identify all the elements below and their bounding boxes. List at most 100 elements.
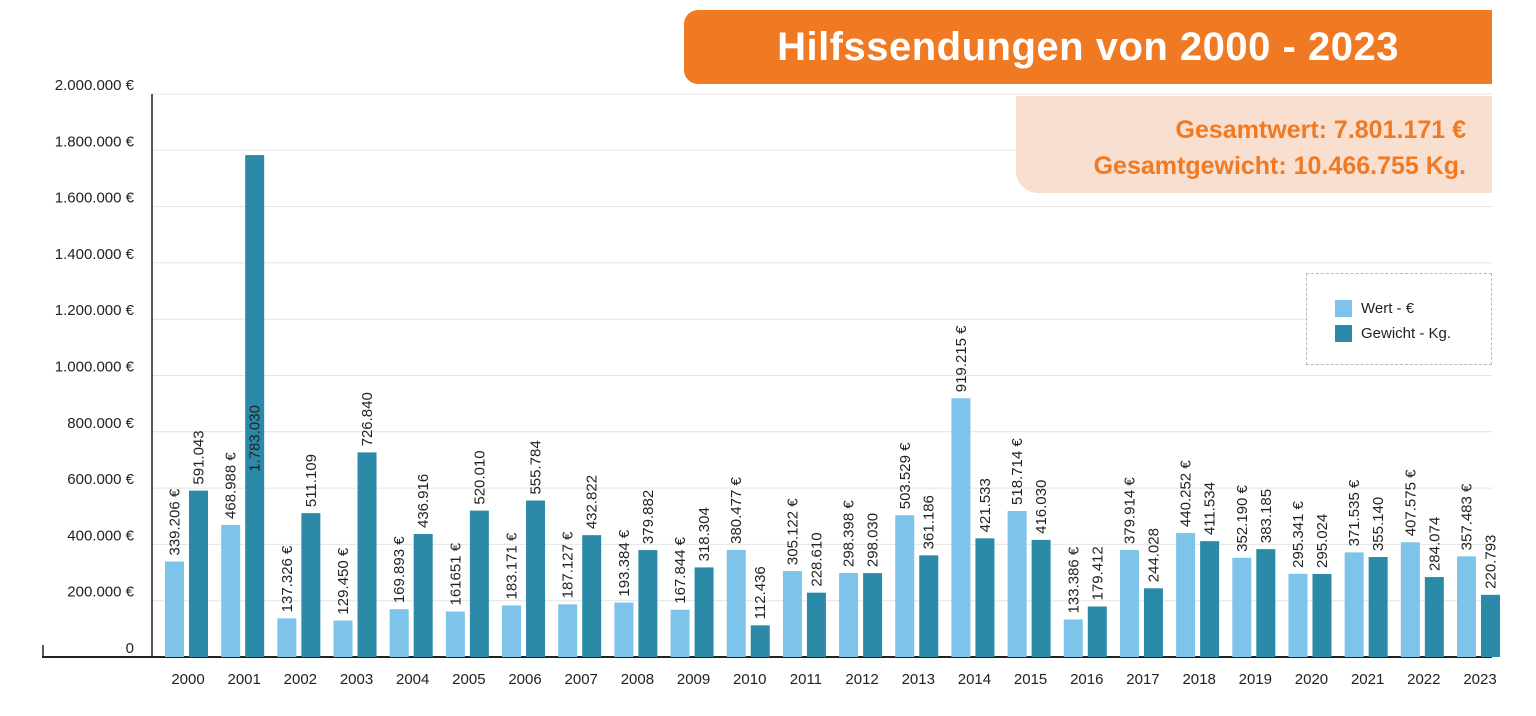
bar-wert bbox=[333, 620, 353, 657]
value-label-wert: 133.386 € bbox=[1065, 546, 1082, 613]
value-label-gewicht: 591.043 bbox=[191, 430, 208, 484]
bar-gewicht bbox=[1031, 539, 1051, 657]
legend-swatch-wert bbox=[1335, 300, 1352, 317]
bar-gewicht bbox=[975, 538, 995, 657]
value-label-gewicht: 383.185 bbox=[1258, 489, 1275, 543]
bar-gewicht bbox=[1143, 588, 1163, 657]
bar-gewicht bbox=[638, 550, 658, 657]
y-tick-label: 200.000 € bbox=[67, 584, 134, 601]
x-tick-label: 2015 bbox=[1014, 671, 1047, 688]
value-label-wert: 503.529 € bbox=[897, 442, 914, 509]
bar-wert bbox=[445, 611, 465, 657]
bar-wert bbox=[502, 605, 522, 657]
x-tick-label: 2017 bbox=[1126, 671, 1159, 688]
bar-gewicht bbox=[919, 555, 939, 657]
chart-title: Hilfssendungen von 2000 - 2023 bbox=[777, 24, 1399, 69]
x-tick-label: 2021 bbox=[1351, 671, 1384, 688]
bar-gewicht bbox=[1424, 577, 1444, 657]
legend-item-wert: Wert - € bbox=[1335, 300, 1414, 317]
value-label-wert: 193.384 € bbox=[616, 529, 633, 596]
y-tick-label: 0 bbox=[126, 640, 134, 657]
value-label-wert: 298.398 € bbox=[841, 500, 858, 567]
legend-swatch-gewicht bbox=[1335, 325, 1352, 342]
bar-gewicht bbox=[1312, 573, 1332, 657]
value-label-gewicht: 436.916 bbox=[415, 474, 432, 528]
x-tick-label: 2016 bbox=[1070, 671, 1103, 688]
value-label-gewicht: 355.140 bbox=[1370, 497, 1387, 551]
bar-wert bbox=[1119, 550, 1139, 657]
value-label-gewicht: 179.412 bbox=[1089, 546, 1106, 600]
x-tick-label: 2012 bbox=[845, 671, 878, 688]
value-label-gewicht: 318.304 bbox=[696, 507, 713, 561]
bar-gewicht bbox=[526, 500, 546, 657]
value-label-gewicht: 220.793 bbox=[1483, 535, 1500, 589]
bar-wert bbox=[221, 524, 241, 657]
bar-gewicht bbox=[1256, 549, 1276, 657]
value-label-wert: 339.206 € bbox=[167, 488, 184, 555]
bar-wert bbox=[1232, 557, 1252, 657]
x-tick-label: 2008 bbox=[621, 671, 654, 688]
bar-gewicht bbox=[1200, 541, 1220, 657]
y-tick-label: 1.000.000 € bbox=[55, 359, 135, 376]
bar-gewicht bbox=[469, 510, 489, 657]
x-tick-label: 2019 bbox=[1239, 671, 1272, 688]
bar-wert bbox=[839, 573, 859, 657]
bar-wert bbox=[277, 618, 297, 657]
totals-box: Gesamtwert: 7.801.171 € Gesamtgewicht: 1… bbox=[1016, 96, 1492, 193]
bar-wert bbox=[614, 602, 634, 657]
value-label-gewicht: 726.840 bbox=[359, 392, 376, 446]
value-label-gewicht: 421.533 bbox=[977, 478, 994, 532]
value-label-wert: 167.844 € bbox=[672, 536, 689, 603]
x-tick-label: 2022 bbox=[1407, 671, 1440, 688]
value-label-wert: 352.190 € bbox=[1234, 484, 1251, 551]
bar-gewicht bbox=[694, 567, 714, 657]
bar-gewicht bbox=[1481, 594, 1500, 657]
value-label-gewicht: 432.822 bbox=[584, 475, 601, 529]
bar-wert bbox=[1176, 533, 1196, 657]
bar-wert bbox=[895, 515, 915, 657]
bar-wert bbox=[951, 398, 971, 657]
bar-gewicht bbox=[806, 592, 826, 657]
bar-wert bbox=[1007, 510, 1027, 657]
bar-wert bbox=[1400, 542, 1420, 657]
bar-gewicht bbox=[1368, 557, 1388, 657]
bar-gewicht bbox=[582, 535, 602, 657]
value-label-wert: 518.714 € bbox=[1009, 438, 1026, 505]
y-tick-label: 600.000 € bbox=[67, 471, 134, 488]
y-tick-label: 1.400.000 € bbox=[55, 246, 135, 263]
bar-gewicht bbox=[750, 625, 770, 657]
value-label-gewicht: 295.024 bbox=[1314, 514, 1331, 568]
x-tick-label: 2010 bbox=[733, 671, 766, 688]
value-label-gewicht: 298.030 bbox=[865, 513, 882, 567]
y-tick-label: 1.800.000 € bbox=[55, 133, 135, 150]
bar-gewicht bbox=[1087, 606, 1107, 657]
bar-wert bbox=[726, 549, 746, 657]
x-tick-label: 2000 bbox=[171, 671, 204, 688]
value-label-wert: 183.171 € bbox=[504, 532, 521, 599]
y-tick-label: 2.000.000 € bbox=[55, 77, 135, 94]
value-label-gewicht: 284.074 bbox=[1426, 517, 1443, 571]
value-label-wert: 169.893 € bbox=[391, 536, 408, 603]
total-value-text: Gesamtwert: 7.801.171 € bbox=[1175, 116, 1466, 144]
value-label-wert: 305.122 € bbox=[784, 498, 801, 565]
bar-wert bbox=[1457, 556, 1476, 657]
bar-gewicht bbox=[189, 490, 208, 657]
chart-title-banner: Hilfssendungen von 2000 - 2023 bbox=[684, 10, 1492, 84]
value-label-wert: 357.483 € bbox=[1459, 483, 1476, 550]
x-tick-label: 2018 bbox=[1182, 671, 1215, 688]
value-label-gewicht: 379.882 bbox=[640, 490, 657, 544]
x-tick-label: 2004 bbox=[396, 671, 429, 688]
x-tick-label: 2023 bbox=[1463, 671, 1496, 688]
x-tick-label: 2009 bbox=[677, 671, 710, 688]
legend-label-gewicht: Gewicht - Kg. bbox=[1361, 325, 1452, 342]
x-tick-label: 2020 bbox=[1295, 671, 1328, 688]
y-tick-label: 400.000 € bbox=[67, 527, 134, 544]
legend-item-gewicht: Gewicht - Kg. bbox=[1335, 325, 1451, 342]
value-label-wert: 295.341 € bbox=[1290, 500, 1307, 567]
value-label-wert: 129.450 € bbox=[335, 547, 352, 614]
value-label-gewicht: 511.109 bbox=[303, 454, 320, 507]
x-tick-label: 2006 bbox=[508, 671, 541, 688]
value-label-gewicht: 416.030 bbox=[1033, 480, 1050, 534]
value-label-wert: 161651 € bbox=[447, 542, 464, 605]
